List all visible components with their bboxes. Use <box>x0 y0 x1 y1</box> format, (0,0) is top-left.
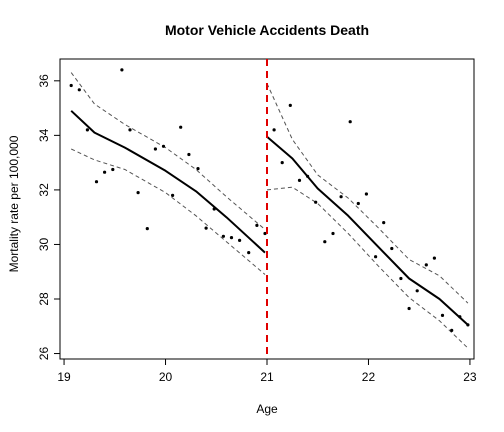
ci-upper-line <box>70 72 266 230</box>
y-axis: 26 28 30 32 34 36 <box>37 74 60 360</box>
ci-lower-line <box>70 148 266 275</box>
data-point <box>382 221 386 225</box>
data-point <box>424 263 428 267</box>
data-point <box>171 193 175 197</box>
data-point <box>288 103 292 107</box>
data-point <box>450 328 454 332</box>
data-point <box>432 256 436 260</box>
data-point <box>94 180 99 184</box>
data-point <box>229 236 234 240</box>
data-point <box>407 306 411 311</box>
data-point <box>331 231 335 236</box>
y-tick-label: 32 <box>37 183 51 197</box>
y-tick-label: 30 <box>37 237 51 251</box>
x-axis-label: Age <box>256 402 278 416</box>
x-tick-label: 21 <box>260 370 274 384</box>
data-point <box>255 223 259 227</box>
data-point <box>399 276 403 281</box>
x-tick-label: 19 <box>57 370 71 384</box>
data-point <box>179 125 183 129</box>
data-point <box>415 289 419 293</box>
data-point <box>212 207 216 211</box>
data-points <box>69 68 470 332</box>
data-point <box>221 234 225 238</box>
data-point <box>364 192 368 196</box>
data-point <box>128 128 132 132</box>
data-point <box>458 315 462 319</box>
data-point <box>136 191 140 195</box>
data-point <box>339 195 343 199</box>
data-point <box>390 246 394 251</box>
data-point <box>153 147 157 151</box>
data-point <box>263 231 267 236</box>
data-point <box>111 167 115 172</box>
confidence-bands <box>70 72 469 349</box>
data-point <box>187 152 191 157</box>
x-tick-label: 23 <box>463 370 477 384</box>
data-point <box>238 238 242 242</box>
data-point <box>204 226 208 230</box>
data-point <box>306 174 310 178</box>
data-point <box>196 167 200 171</box>
data-point <box>145 227 149 231</box>
data-point <box>103 170 107 174</box>
data-point <box>440 313 445 317</box>
y-tick-label: 26 <box>37 347 51 361</box>
ci-upper-line <box>266 83 469 304</box>
data-point <box>120 68 124 72</box>
data-point <box>161 144 166 148</box>
y-tick-label: 28 <box>37 292 51 306</box>
data-point <box>247 251 251 255</box>
data-point <box>314 200 318 204</box>
y-tick-label: 36 <box>37 74 51 88</box>
x-tick-label: 20 <box>159 370 173 384</box>
x-axis: 19 20 21 22 23 <box>57 359 477 384</box>
data-point <box>272 128 276 132</box>
data-point <box>374 255 378 259</box>
y-tick-label: 34 <box>37 128 51 142</box>
chart-title: Motor Vehicle Accidents Death <box>165 22 369 38</box>
fit-lines <box>70 110 469 326</box>
y-axis-label: Mortality rate per 100,000 <box>7 135 21 272</box>
data-point <box>280 161 284 165</box>
x-tick-label: 22 <box>362 370 376 384</box>
data-point <box>77 88 81 92</box>
fit-line <box>266 135 469 326</box>
data-point <box>348 120 352 124</box>
ci-lower-line <box>266 186 469 349</box>
data-point <box>356 201 360 206</box>
fit-line <box>70 110 266 254</box>
data-point <box>297 178 302 182</box>
data-point <box>466 323 470 327</box>
data-point <box>323 240 327 244</box>
data-point <box>69 83 73 88</box>
data-point <box>85 128 89 132</box>
